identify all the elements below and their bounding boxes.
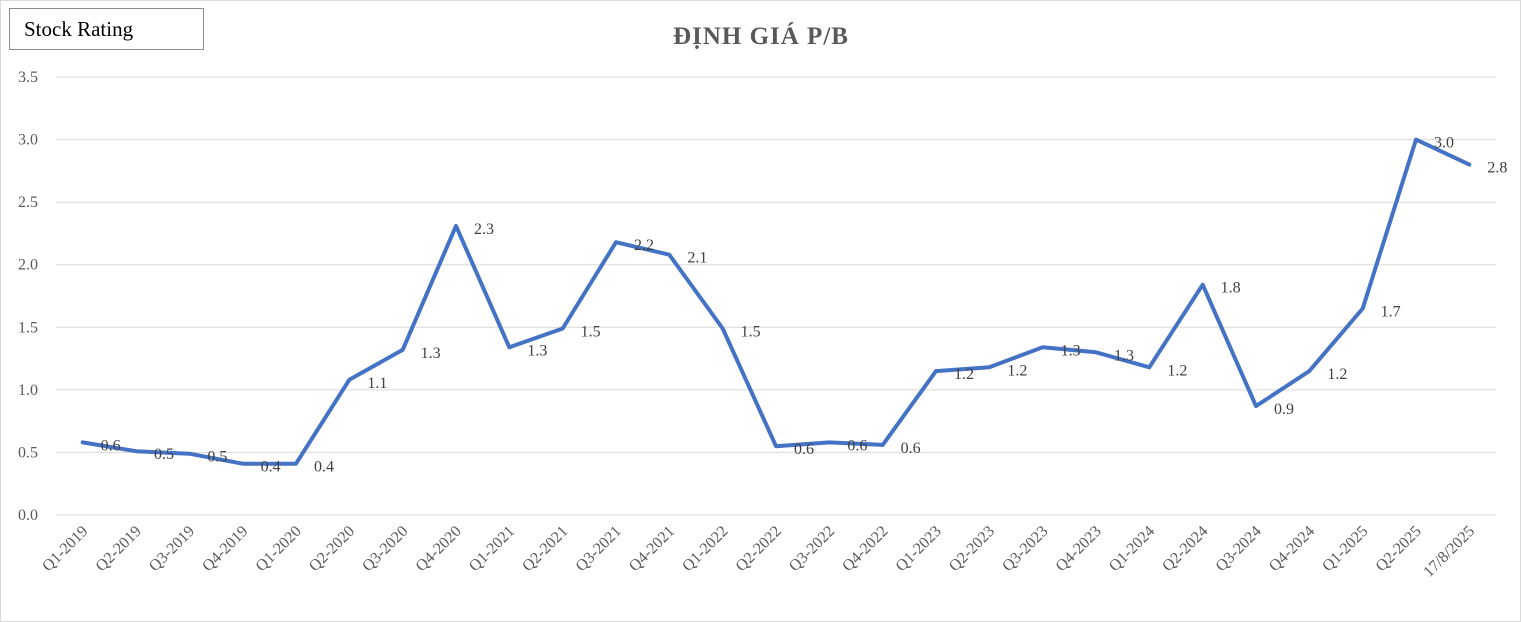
data-label: 2.8: [1487, 160, 1507, 177]
data-label: 1.2: [1007, 362, 1027, 379]
data-label: 1.3: [1061, 342, 1081, 359]
x-axis-ticks: Q1-2019 Q2-2019 Q3-2019 Q4-2019 Q1-2020 Q2-20…: [39, 523, 1478, 581]
x-tick-label: Q4-2022: [839, 523, 891, 575]
x-tick-label: Q3-2022: [786, 523, 838, 575]
x-tick-label: Q3-2023: [999, 523, 1051, 575]
data-label: 0.6: [794, 441, 814, 458]
stock-rating-badge: Stock Rating: [9, 8, 204, 50]
x-tick-label: Q2-2025: [1373, 523, 1425, 575]
data-label: 0.9: [1274, 401, 1294, 418]
data-label: 0.6: [847, 437, 867, 454]
data-label: 1.3: [1114, 347, 1134, 364]
data-label: 1.2: [954, 366, 974, 383]
x-tick-label: Q4-2021: [626, 523, 678, 575]
y-axis-ticks: 0.0 0.5 1.0 1.5 2.0 2.5 3.0 3.5: [18, 69, 38, 524]
x-tick-label: Q1-2023: [893, 523, 945, 575]
y-tick-label: 0.5: [18, 444, 38, 461]
y-tick-label: 2.0: [18, 257, 38, 274]
x-tick-label: Q3-2024: [1213, 523, 1265, 575]
x-tick-label: 17/8/2025: [1420, 523, 1478, 581]
data-label: 1.5: [581, 324, 601, 341]
y-tick-label: 2.5: [18, 194, 38, 211]
x-tick-label: Q2-2019: [93, 523, 145, 575]
data-label: 1.2: [1167, 362, 1187, 379]
x-tick-label: Q3-2020: [359, 523, 411, 575]
y-tick-label: 3.5: [18, 69, 38, 86]
x-tick-label: Q4-2019: [199, 523, 251, 575]
x-tick-label: Q4-2023: [1053, 523, 1105, 575]
data-label: 1.8: [1221, 280, 1241, 297]
data-label: 0.4: [261, 459, 281, 476]
chart-title: ĐỊNH GIÁ P/B: [673, 22, 849, 50]
x-tick-label: Q2-2022: [733, 523, 785, 575]
data-label: 0.6: [901, 440, 921, 457]
x-tick-label: Q1-2022: [679, 523, 731, 575]
data-label: 1.7: [1381, 304, 1401, 321]
data-label: 0.4: [314, 459, 334, 476]
y-tick-label: 0.0: [18, 507, 38, 524]
data-label: 0.6: [101, 437, 121, 454]
series-layer: [80, 137, 1472, 466]
x-tick-label: Q1-2019: [39, 523, 91, 575]
x-tick-label: Q4-2020: [413, 523, 465, 575]
x-tick-label: Q2-2023: [946, 523, 998, 575]
data-label: 1.5: [741, 324, 761, 341]
gridlines: [56, 76, 1496, 516]
data-label: 1.1: [367, 375, 387, 392]
x-tick-label: Q1-2024: [1106, 523, 1158, 575]
x-tick-label: Q2-2024: [1159, 523, 1211, 575]
data-label: 2.3: [474, 221, 494, 238]
x-tick-label: Q2-2020: [306, 523, 358, 575]
data-label: 3.0: [1434, 135, 1454, 152]
y-tick-label: 1.0: [18, 382, 38, 399]
data-label: 2.1: [687, 250, 707, 267]
data-label: 1.2: [1327, 366, 1347, 383]
data-label: 0.5: [207, 449, 227, 466]
y-tick-label: 3.0: [18, 132, 38, 149]
data-label: 2.2: [634, 237, 654, 254]
series-line-pb: [80, 137, 1472, 466]
data-label: 0.5: [154, 446, 174, 463]
x-tick-label: Q1-2020: [253, 523, 305, 575]
x-tick-label: Q4-2024: [1266, 523, 1318, 575]
data-label: 1.3: [527, 342, 547, 359]
data-label: 1.3: [421, 345, 441, 362]
x-tick-label: Q1-2021: [466, 523, 518, 575]
data-labels: 0.6 0.5 0.5 0.4 0.4 1.1 1.3 2.3 1.3 1.5 2.2 2.1 1.5 0…: [101, 135, 1508, 476]
y-tick-label: 1.5: [18, 319, 38, 336]
x-tick-label: Q2-2021: [519, 523, 571, 575]
x-tick-label: Q1-2025: [1319, 523, 1371, 575]
x-tick-label: Q3-2021: [573, 523, 625, 575]
x-tick-label: Q3-2019: [146, 523, 198, 575]
